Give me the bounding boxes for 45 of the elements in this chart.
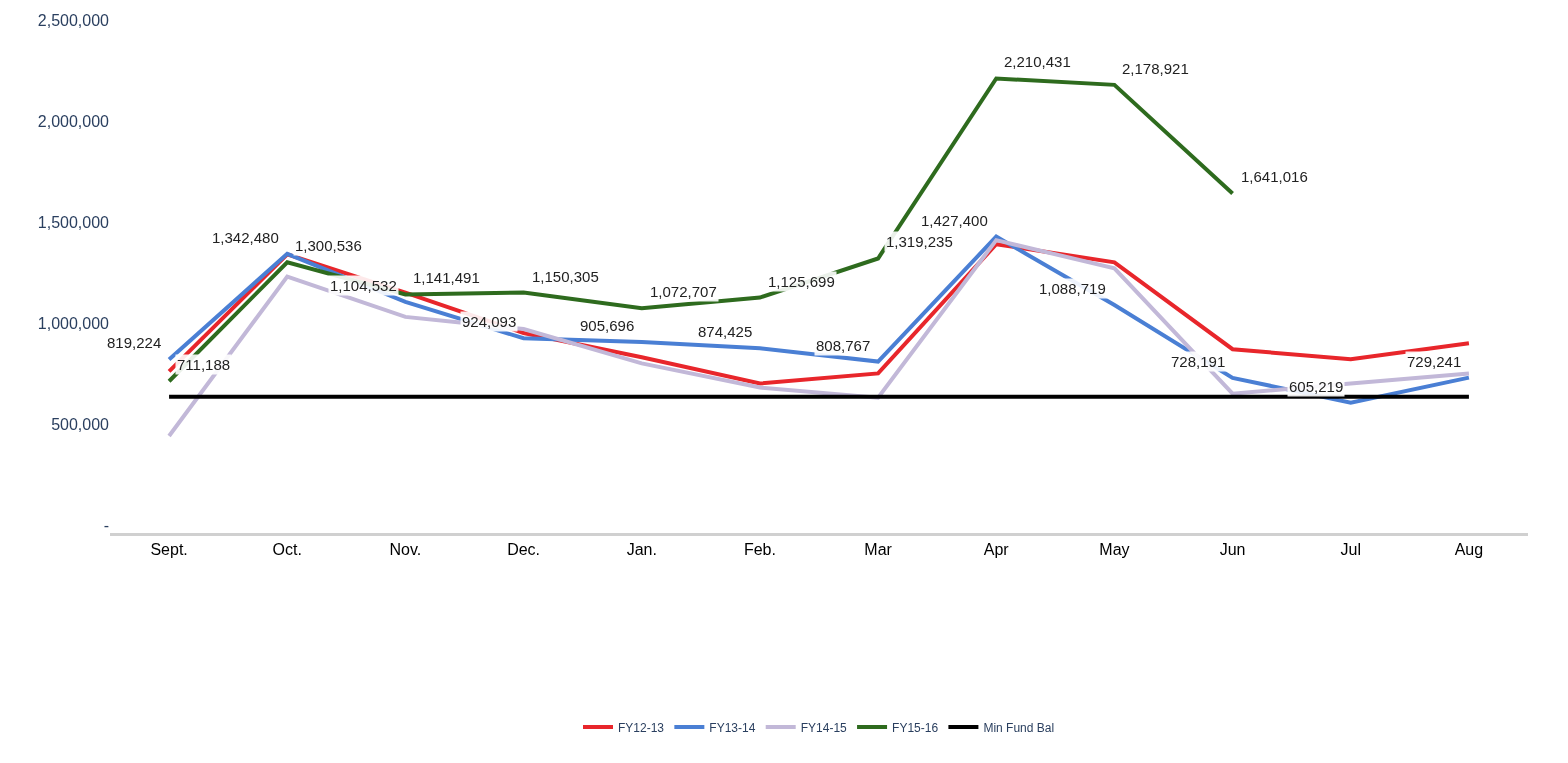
x-tick-label: Jun: [1219, 541, 1246, 559]
x-tick-label: Feb.: [743, 541, 776, 559]
legend-label: FY13-14: [709, 720, 756, 735]
x-tick-label: Sept.: [150, 541, 188, 559]
data-label: 924,093: [462, 313, 517, 330]
y-tick-label: -: [103, 516, 109, 534]
x-tick-label: Mar: [864, 541, 893, 559]
data-label: 1,125,699: [768, 273, 835, 290]
x-tick-label: Dec.: [507, 541, 541, 559]
data-label: 1,104,532: [330, 277, 397, 294]
y-tick-label: 1,500,000: [37, 213, 110, 231]
data-label: 1,319,235: [886, 233, 953, 250]
data-label: 729,241: [1407, 353, 1462, 370]
y-tick-label: 1,000,000: [37, 314, 110, 332]
legend-label: FY15-16: [892, 720, 939, 735]
data-label: 1,641,016: [1241, 168, 1308, 185]
x-tick-label: Aug: [1454, 541, 1484, 559]
data-label: 711,188: [177, 356, 231, 373]
data-label: 808,767: [816, 337, 871, 354]
data-label: 1,072,707: [650, 283, 717, 300]
x-tick-label: Oct.: [272, 541, 302, 559]
data-label: 1,342,480: [212, 229, 279, 246]
x-tick-label: Jan.: [626, 541, 657, 559]
y-tick-label: 500,000: [51, 415, 110, 433]
x-tick-label: Apr: [983, 541, 1010, 559]
data-label: 605,219: [1289, 378, 1344, 395]
legend-label: Min Fund Bal: [983, 720, 1055, 735]
y-tick-label: 2,500,000: [37, 11, 110, 29]
x-tick-label: Nov.: [389, 541, 422, 559]
data-label: 728,191: [1171, 353, 1226, 370]
legend-label: FY14-15: [800, 720, 848, 735]
data-label: 905,696: [580, 317, 635, 334]
legend-label: FY12-13: [618, 720, 665, 735]
data-label: 1,141,491: [413, 269, 480, 286]
x-tick-label: Jul: [1340, 541, 1361, 559]
y-tick-label: 2,000,000: [37, 112, 110, 130]
data-label: 1,300,536: [295, 237, 362, 254]
data-label: 2,210,431: [1004, 53, 1071, 70]
data-label: 2,178,921: [1122, 60, 1189, 77]
x-tick-label: May: [1099, 541, 1130, 559]
data-label: 1,150,305: [532, 268, 599, 285]
data-label: 819,224: [107, 334, 162, 351]
data-label: 1,427,400: [921, 212, 988, 229]
data-label: 1,088,719: [1039, 280, 1106, 297]
data-label: 874,425: [698, 323, 753, 340]
